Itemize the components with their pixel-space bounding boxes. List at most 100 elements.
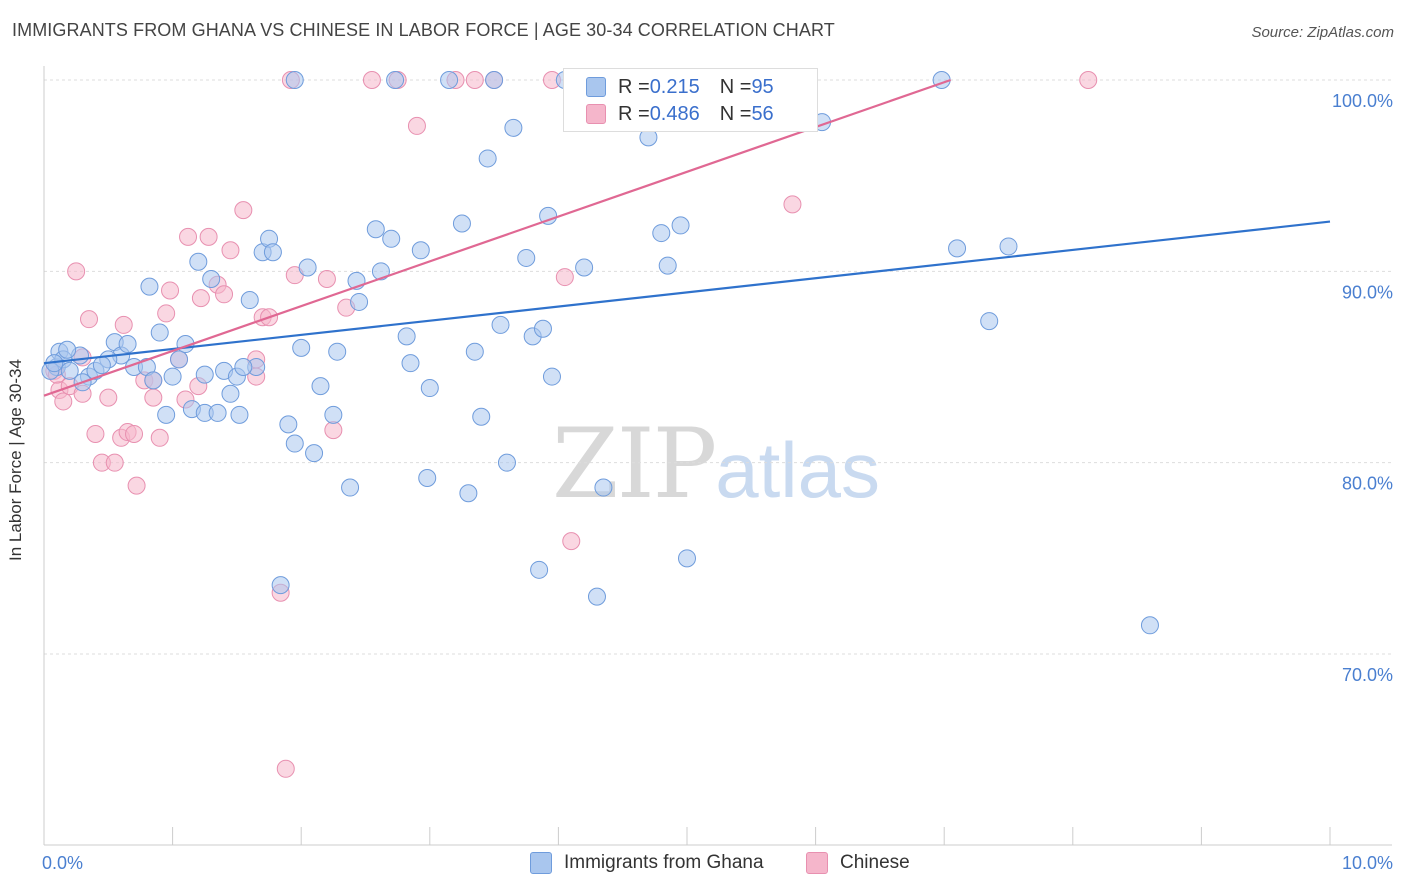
- legend-swatch-ghana: [586, 77, 606, 97]
- ghana-point: [539, 206, 558, 225]
- ghana-point: [92, 356, 111, 375]
- chinese-point: [276, 759, 295, 778]
- chinese-point: [179, 227, 198, 246]
- ghana-point: [452, 214, 471, 233]
- chinese-point: [324, 421, 343, 440]
- ghana-point: [350, 292, 369, 311]
- ghana-point: [465, 342, 484, 361]
- legend-row-ghana: R = 0.215 N = 95: [586, 75, 774, 99]
- ghana-point: [263, 243, 282, 262]
- chinese-trend-line: [43, 78, 951, 397]
- ghana-point: [371, 262, 390, 281]
- ghana-trend-line: [43, 220, 1331, 365]
- chinese-point: [127, 476, 146, 495]
- chinese-point: [80, 310, 99, 329]
- ghana-point: [285, 434, 304, 453]
- ghana-point: [587, 587, 606, 606]
- ghana-point: [497, 453, 516, 472]
- chinese-point: [157, 304, 176, 323]
- ghana-point: [999, 237, 1018, 256]
- legend-item-chinese[interactable]: Chinese: [806, 852, 910, 874]
- ghana-point: [240, 291, 259, 310]
- ghana-point: [311, 377, 330, 396]
- ghana-point: [980, 312, 999, 331]
- ghana-point: [60, 361, 79, 380]
- ghana-point: [418, 468, 437, 487]
- ghana-point: [195, 365, 214, 384]
- chinese-point: [562, 532, 581, 551]
- chinese-point: [1079, 71, 1098, 89]
- chinese-point: [407, 116, 426, 135]
- ghana-point: [234, 358, 253, 376]
- ghana-point: [478, 149, 497, 168]
- chinese-point: [362, 71, 381, 89]
- ghana-point: [140, 277, 159, 296]
- chinese-point: [114, 315, 133, 334]
- ghana-point: [575, 258, 594, 277]
- ghana-point: [324, 405, 343, 424]
- watermark-atlas: atlas: [715, 426, 880, 514]
- ghana-point: [118, 335, 137, 354]
- chinese-point: [317, 269, 336, 288]
- chinese-point: [215, 285, 234, 304]
- ghana-point: [341, 478, 360, 497]
- legend-n-label: N =: [719, 102, 752, 125]
- legend-item-ghana[interactable]: Immigrants from Ghana: [530, 852, 764, 874]
- ghana-point: [292, 338, 311, 357]
- chinese-point: [199, 227, 218, 246]
- chinese-point: [783, 195, 802, 214]
- ghana-point: [1140, 616, 1159, 635]
- chinese-point: [86, 424, 105, 443]
- chinese-point: [234, 201, 253, 220]
- chinese-point: [191, 289, 210, 308]
- ghana-point: [202, 269, 221, 288]
- ghana-point: [411, 241, 430, 260]
- legend-n-label: N =: [719, 75, 752, 98]
- ghana-point: [440, 71, 459, 89]
- ghana-point: [491, 315, 510, 334]
- ghana-point: [533, 319, 552, 338]
- series-legend: Immigrants from Ghana Chinese: [0, 852, 1406, 876]
- trend-lines: [43, 78, 1331, 397]
- ghana-point: [485, 71, 504, 89]
- ghana-point: [658, 256, 677, 275]
- legend-r-label: R =: [618, 102, 650, 125]
- legend-r-value: 0.486: [649, 102, 700, 125]
- ghana-point: [948, 239, 967, 258]
- tick-labels: 70.0% 80.0% 90.0% 100.0% 0.0% 10.0%: [42, 91, 1393, 873]
- chinese-point: [105, 453, 124, 472]
- ghana-point: [285, 71, 304, 89]
- ghana-point: [382, 229, 401, 248]
- chinese-point: [161, 281, 180, 300]
- legend-label-chinese: Chinese: [840, 852, 910, 873]
- ghana-point: [221, 384, 240, 403]
- source-label[interactable]: Source: ZipAtlas.com: [1251, 24, 1394, 41]
- chinese-point: [99, 388, 118, 407]
- y-tick-label: 90.0%: [1342, 282, 1393, 302]
- legend-swatch-chinese: [806, 852, 828, 874]
- x-tick-label: 10.0%: [1342, 853, 1393, 873]
- legend-label-ghana: Immigrants from Ghana: [564, 852, 764, 873]
- legend-n-value: 56: [751, 102, 774, 125]
- chinese-point: [465, 71, 484, 89]
- ghana-point: [542, 367, 561, 386]
- chart-title: IMMIGRANTS FROM GHANA VS CHINESE IN LABO…: [12, 20, 835, 40]
- ghana-point: [271, 576, 290, 595]
- chinese-points: [45, 71, 1098, 778]
- watermark: ZIPatlas: [552, 408, 880, 520]
- ghana-point: [157, 405, 176, 424]
- ghana-point: [208, 403, 227, 422]
- ghana-point: [472, 407, 491, 426]
- axes: [43, 66, 1392, 846]
- legend-row-chinese: R = 0.486 N = 56: [586, 102, 774, 126]
- chinese-point: [144, 388, 163, 407]
- ghana-point: [530, 560, 549, 579]
- legend-n-value: 95: [751, 75, 774, 98]
- y-tick-label: 70.0%: [1342, 665, 1393, 685]
- legend-r-label: R =: [618, 75, 650, 98]
- ghana-point: [298, 258, 317, 277]
- y-tick-label: 80.0%: [1342, 474, 1393, 494]
- ghana-point: [58, 340, 77, 359]
- ghana-point: [279, 415, 298, 434]
